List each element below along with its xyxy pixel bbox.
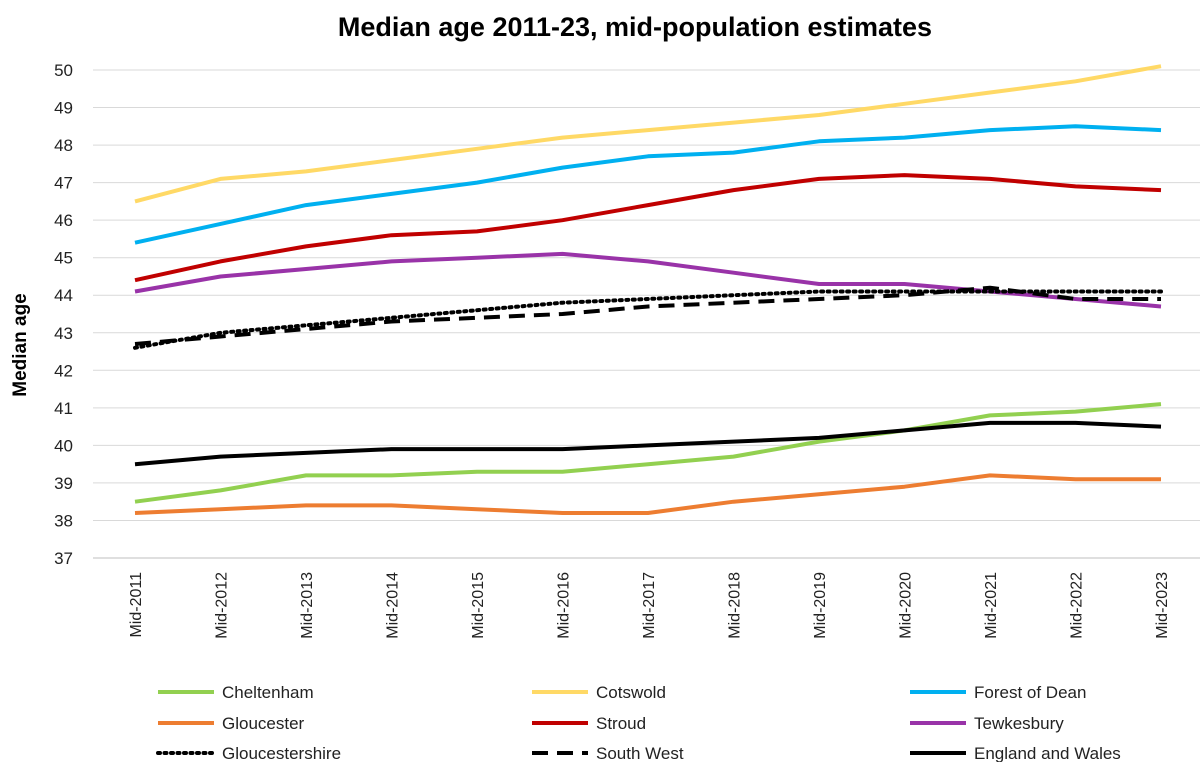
chart-title: Median age 2011-23, mid-population estim… [337,12,933,42]
x-tick-label: Mid-2021 [983,572,1000,639]
legend: Cheltenham Cotswold Forest of Dean Gloucest… [156,683,1121,762]
y-tick-label: 41 [54,399,73,418]
x-tick-label: Mid-2011 [128,572,145,638]
series-line-cheltenham [134,402,1162,504]
y-tick-label: 50 [54,61,73,80]
legend-label: South West [596,744,684,762]
series-line-south-west [134,285,1161,346]
legend-item-cotswold: Cotswold [532,683,666,702]
y-tick-label: 38 [54,511,73,530]
x-tick-label: Mid-2013 [299,572,316,639]
legend-label: England and Wales [974,744,1121,762]
series-line-stroud [134,173,1162,283]
series-line-gloucester [134,473,1161,515]
y-tick-label: 49 [54,99,73,118]
legend-label: Cheltenham [222,683,314,702]
series-line-forest-of-dean [134,124,1162,245]
x-tick-label: Mid-2023 [1154,572,1171,639]
legend-label: Tewkesbury [974,714,1064,733]
legend-label: Gloucester [222,714,305,733]
legend-label: Cotswold [596,683,666,702]
legend-label: Forest of Dean [974,683,1086,702]
legend-item-forest-of-dean: Forest of Dean [910,683,1086,702]
y-tick-label: 43 [54,324,73,343]
legend-item-south-west: South West [532,744,684,762]
y-axis-ticks: 37 38 39 40 41 42 43 44 45 46 47 48 49 50 [54,61,73,568]
legend-item-england-and-wales: England and Wales [910,744,1121,762]
x-tick-label: Mid-2022 [1069,572,1086,639]
x-tick-label: Mid-2014 [385,572,402,639]
series-line-cotswold [134,64,1162,204]
x-tick-label: Mid-2015 [470,572,487,639]
x-tick-label: Mid-2017 [641,572,658,639]
y-tick-label: 39 [54,474,73,493]
legend-item-cheltenham: Cheltenham [158,683,314,702]
legend-label: Gloucestershire [222,744,341,762]
series-line-gloucestershire [133,289,1163,350]
y-tick-label: 37 [54,549,73,568]
y-tick-label: 44 [54,286,73,305]
legend-label: Stroud [596,714,646,733]
legend-item-stroud: Stroud [532,714,646,733]
x-tick-label: Mid-2016 [556,572,573,639]
y-tick-label: 42 [54,361,73,380]
series-lines [133,64,1163,515]
x-tick-label: Mid-2019 [812,572,829,639]
y-axis-label: Median age [10,293,31,396]
y-tick-label: 48 [54,136,73,155]
legend-item-tewkesbury: Tewkesbury [910,714,1064,733]
x-axis-ticks: Mid-2011 Mid-2012 Mid-2013 Mid-2014 Mid-2015… [128,572,1171,639]
x-tick-label: Mid-2018 [727,572,744,639]
y-tick-label: 47 [54,174,73,193]
x-tick-label: Mid-2012 [214,572,231,639]
series-line-england-and-wales [134,420,1162,467]
legend-item-gloucestershire: Gloucestershire [156,744,341,762]
y-tick-label: 46 [54,211,73,230]
x-tick-label: Mid-2020 [898,572,915,639]
y-tick-label: 40 [54,436,73,455]
legend-item-gloucester: Gloucester [158,714,305,733]
y-tick-label: 45 [54,249,73,268]
